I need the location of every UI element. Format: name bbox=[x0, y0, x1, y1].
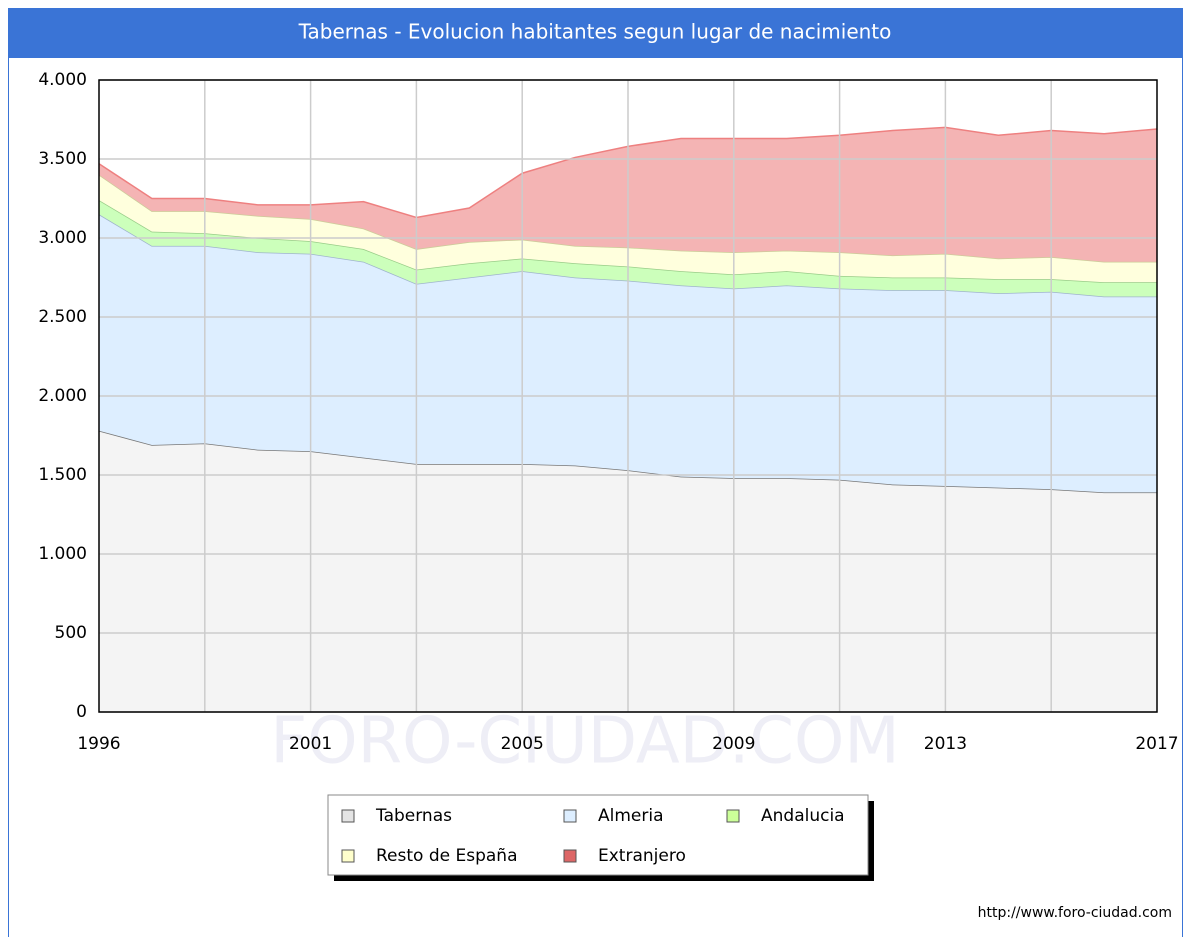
legend-box bbox=[327, 794, 869, 876]
source-url: http://www.foro-ciudad.com bbox=[978, 905, 1172, 921]
legend-label: Andalucia bbox=[761, 806, 845, 826]
y-tick-label: 500 bbox=[55, 623, 87, 643]
title-bar bbox=[8, 8, 1183, 58]
legend-label: Resto de España bbox=[376, 846, 518, 866]
x-tick-label: 2001 bbox=[289, 734, 332, 754]
legend-label: Extranjero bbox=[598, 846, 686, 866]
legend-swatch bbox=[341, 809, 355, 823]
x-tick-label: 1996 bbox=[77, 734, 120, 754]
legend-swatch bbox=[341, 849, 355, 863]
watermark: FORO-CIUDAD.COM bbox=[270, 705, 899, 779]
x-tick-label: 2009 bbox=[712, 734, 755, 754]
y-tick-label: 2.000 bbox=[38, 386, 87, 406]
y-tick-label: 3.000 bbox=[38, 228, 87, 248]
y-tick-label: 3.500 bbox=[38, 149, 87, 169]
x-tick-label: 2013 bbox=[924, 734, 967, 754]
legend-swatch bbox=[563, 809, 577, 823]
y-tick-label: 4.000 bbox=[38, 70, 87, 90]
legend-label: Almeria bbox=[598, 806, 664, 826]
y-tick-label: 1.000 bbox=[38, 544, 87, 564]
plot-border bbox=[98, 79, 1158, 713]
x-tick-label: 2005 bbox=[501, 734, 544, 754]
y-tick-label: 1.500 bbox=[38, 465, 87, 485]
chart-title: Tabernas - Evolucion habitantes segun lu… bbox=[298, 20, 892, 44]
legend-swatch bbox=[563, 849, 577, 863]
x-tick-label: 2017 bbox=[1135, 734, 1178, 754]
y-tick-label: 0 bbox=[76, 702, 87, 722]
legend-label: Tabernas bbox=[375, 806, 452, 826]
legend-swatch bbox=[726, 809, 740, 823]
y-tick-label: 2.500 bbox=[38, 307, 87, 327]
